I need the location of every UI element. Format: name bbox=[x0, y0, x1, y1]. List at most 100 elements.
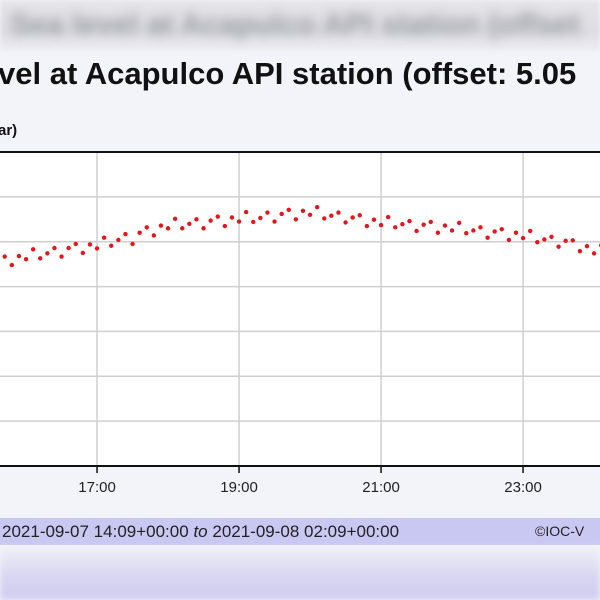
data-point bbox=[272, 219, 277, 224]
data-point bbox=[251, 219, 256, 225]
chart-title: vel at Acapulco API station (offset: 5.0… bbox=[0, 56, 577, 91]
data-point bbox=[435, 230, 441, 235]
data-point bbox=[456, 220, 462, 226]
data-point bbox=[123, 231, 128, 237]
data-point bbox=[407, 218, 412, 224]
data-point bbox=[350, 215, 355, 220]
data-point bbox=[478, 225, 483, 230]
data-point bbox=[279, 211, 284, 217]
x-tick-label: 17:00 bbox=[78, 479, 116, 496]
data-point bbox=[16, 253, 22, 259]
data-point bbox=[414, 228, 419, 234]
data-point bbox=[229, 215, 235, 220]
data-point bbox=[393, 225, 398, 230]
range-end: 2021-09-08 02:09+00:00 bbox=[212, 522, 400, 541]
data-point bbox=[66, 245, 71, 251]
data-point bbox=[584, 244, 590, 249]
time-range: 2021-09-07 14:09+00:00 to 2021-09-08 02:… bbox=[2, 518, 399, 545]
data-point bbox=[293, 217, 299, 222]
x-tick-label: 21:00 bbox=[362, 479, 400, 496]
blurred-footer bbox=[0, 548, 600, 600]
data-point bbox=[80, 250, 86, 256]
data-point bbox=[158, 223, 164, 228]
data-point bbox=[449, 228, 455, 233]
scatter-chart: 17:00 19:00 21:00 23:00 bbox=[0, 151, 600, 496]
data-point bbox=[471, 228, 476, 233]
data-point bbox=[236, 219, 242, 224]
x-tick-label: 23:00 bbox=[504, 479, 542, 496]
data-point bbox=[194, 217, 199, 222]
data-point bbox=[208, 218, 213, 223]
data-point bbox=[549, 234, 554, 239]
data-point bbox=[513, 230, 519, 235]
data-point bbox=[591, 251, 597, 256]
data-point bbox=[357, 213, 362, 218]
data-point bbox=[2, 254, 7, 259]
data-point bbox=[421, 222, 426, 227]
data-point bbox=[222, 223, 228, 229]
data-point bbox=[109, 243, 114, 248]
data-point bbox=[400, 222, 405, 227]
data-point bbox=[428, 219, 433, 225]
blurred-header: Sea level at Acapulco API station (offse… bbox=[0, 0, 600, 52]
data-point bbox=[442, 223, 448, 228]
data-point bbox=[201, 226, 206, 231]
data-point bbox=[180, 226, 185, 231]
data-point bbox=[165, 226, 171, 231]
data-point bbox=[73, 241, 78, 247]
data-point bbox=[116, 237, 121, 243]
data-point bbox=[570, 238, 575, 243]
data-point bbox=[343, 220, 348, 225]
data-point bbox=[364, 223, 370, 229]
range-start: 2021-09-07 14:09+00:00 bbox=[2, 522, 189, 541]
data-point bbox=[151, 233, 157, 238]
data-point bbox=[485, 235, 490, 240]
data-point bbox=[144, 225, 149, 230]
data-point bbox=[172, 216, 178, 222]
data-point bbox=[506, 237, 512, 243]
y-axis-label: ar) bbox=[0, 122, 18, 139]
data-point bbox=[563, 238, 568, 244]
data-point bbox=[329, 213, 334, 218]
data-point bbox=[378, 222, 384, 228]
data-point bbox=[101, 235, 107, 240]
time-range-bar: 2021-09-07 14:09+00:00 to 2021-09-08 02:… bbox=[0, 518, 600, 545]
data-point bbox=[52, 245, 57, 251]
data-point bbox=[258, 215, 263, 221]
data-point bbox=[556, 244, 561, 249]
data-point bbox=[87, 242, 93, 247]
data-point bbox=[322, 216, 327, 221]
data-point bbox=[30, 247, 36, 252]
x-tick-label: 19:00 bbox=[220, 479, 258, 496]
data-point bbox=[130, 241, 135, 247]
data-point bbox=[215, 214, 220, 219]
data-point bbox=[243, 209, 249, 215]
data-point bbox=[9, 262, 15, 268]
data-point bbox=[336, 210, 341, 215]
data-point bbox=[23, 257, 29, 262]
data-point bbox=[371, 217, 377, 222]
data-point bbox=[314, 204, 320, 210]
data-point bbox=[577, 248, 583, 254]
data-point bbox=[307, 212, 313, 217]
data-point bbox=[492, 229, 497, 234]
range-to: to bbox=[193, 522, 208, 541]
data-point bbox=[527, 228, 533, 234]
data-point bbox=[535, 239, 540, 245]
data-point bbox=[265, 210, 270, 215]
data-point bbox=[300, 208, 306, 213]
data-point bbox=[520, 235, 526, 241]
data-point bbox=[94, 246, 100, 251]
plot-area bbox=[0, 152, 600, 466]
data-point bbox=[385, 214, 391, 220]
credit: ©IOC-V bbox=[535, 523, 585, 539]
data-point bbox=[286, 207, 291, 213]
data-point bbox=[542, 237, 547, 242]
data-point bbox=[464, 230, 469, 236]
data-point bbox=[59, 254, 64, 259]
data-point bbox=[38, 256, 43, 261]
data-point bbox=[137, 230, 142, 235]
data-point bbox=[45, 251, 50, 256]
data-point bbox=[187, 221, 192, 226]
data-point bbox=[499, 226, 504, 232]
